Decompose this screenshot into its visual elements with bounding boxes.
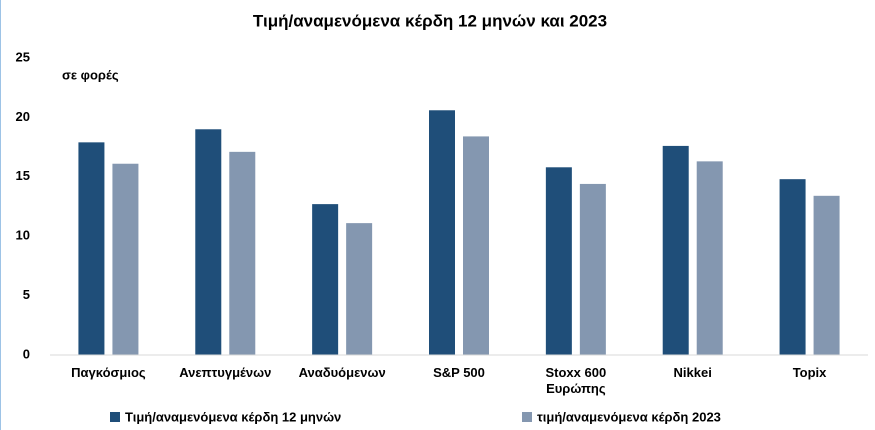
bar [813, 195, 840, 355]
bar [545, 167, 572, 355]
y-tick-label: 25 [16, 49, 30, 64]
annotation: σε φορές [62, 67, 119, 82]
bar [463, 136, 489, 355]
bar [312, 204, 339, 355]
x-tick-label: Nikkei [673, 365, 712, 380]
bar [662, 145, 689, 355]
x-tick-label: Αναδυόμενων [298, 365, 386, 380]
y-tick-label: 20 [16, 109, 30, 124]
bar [195, 129, 222, 355]
x-tick-label: Topix [792, 365, 827, 380]
bar [696, 161, 723, 355]
bar [779, 179, 806, 355]
chart-title: Τιμή/αναμενόμενα κέρδη 12 μηνών και 2023 [253, 11, 607, 30]
y-tick-label: 0 [23, 346, 30, 361]
x-tick-label: Stoxx 600 Ευρώπης [545, 365, 607, 396]
bar [579, 183, 606, 355]
y-tick-label: 5 [23, 287, 30, 302]
bar [112, 163, 139, 355]
legend-label: Τιμή/αναμενόμενα κέρδη 12 μηνών [125, 409, 341, 424]
bar [429, 110, 455, 355]
x-tick-label: Παγκόσμιος [71, 365, 146, 380]
y-tick-label: 15 [16, 168, 30, 183]
y-tick-label: 10 [16, 228, 30, 243]
legend-swatch [110, 412, 120, 422]
x-tick-label: S&P 500 [433, 365, 485, 380]
x-tick-label: Ανεπτυγμένων [179, 365, 272, 380]
legend-swatch [522, 412, 532, 422]
bar [78, 142, 105, 355]
legend-label: τιμή/αναμενόμενα κέρδη 2023 [537, 409, 721, 424]
bar [229, 151, 256, 355]
bar [346, 223, 373, 355]
